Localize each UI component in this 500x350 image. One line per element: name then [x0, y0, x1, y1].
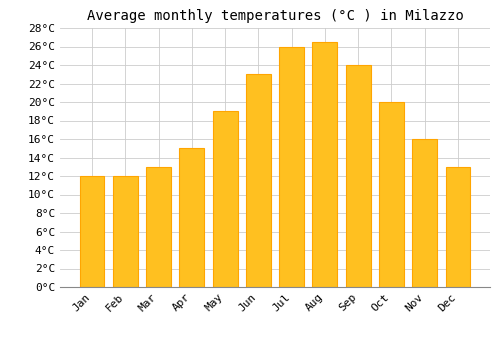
- Bar: [446, 167, 470, 287]
- Bar: [80, 176, 104, 287]
- Bar: [412, 139, 437, 287]
- Bar: [113, 176, 138, 287]
- Bar: [180, 148, 204, 287]
- Title: Average monthly temperatures (°C ) in Milazzo: Average monthly temperatures (°C ) in Mi…: [86, 9, 464, 23]
- Bar: [146, 167, 171, 287]
- Bar: [379, 102, 404, 287]
- Bar: [312, 42, 338, 287]
- Bar: [279, 47, 304, 287]
- Bar: [346, 65, 370, 287]
- Bar: [246, 74, 271, 287]
- Bar: [212, 111, 238, 287]
